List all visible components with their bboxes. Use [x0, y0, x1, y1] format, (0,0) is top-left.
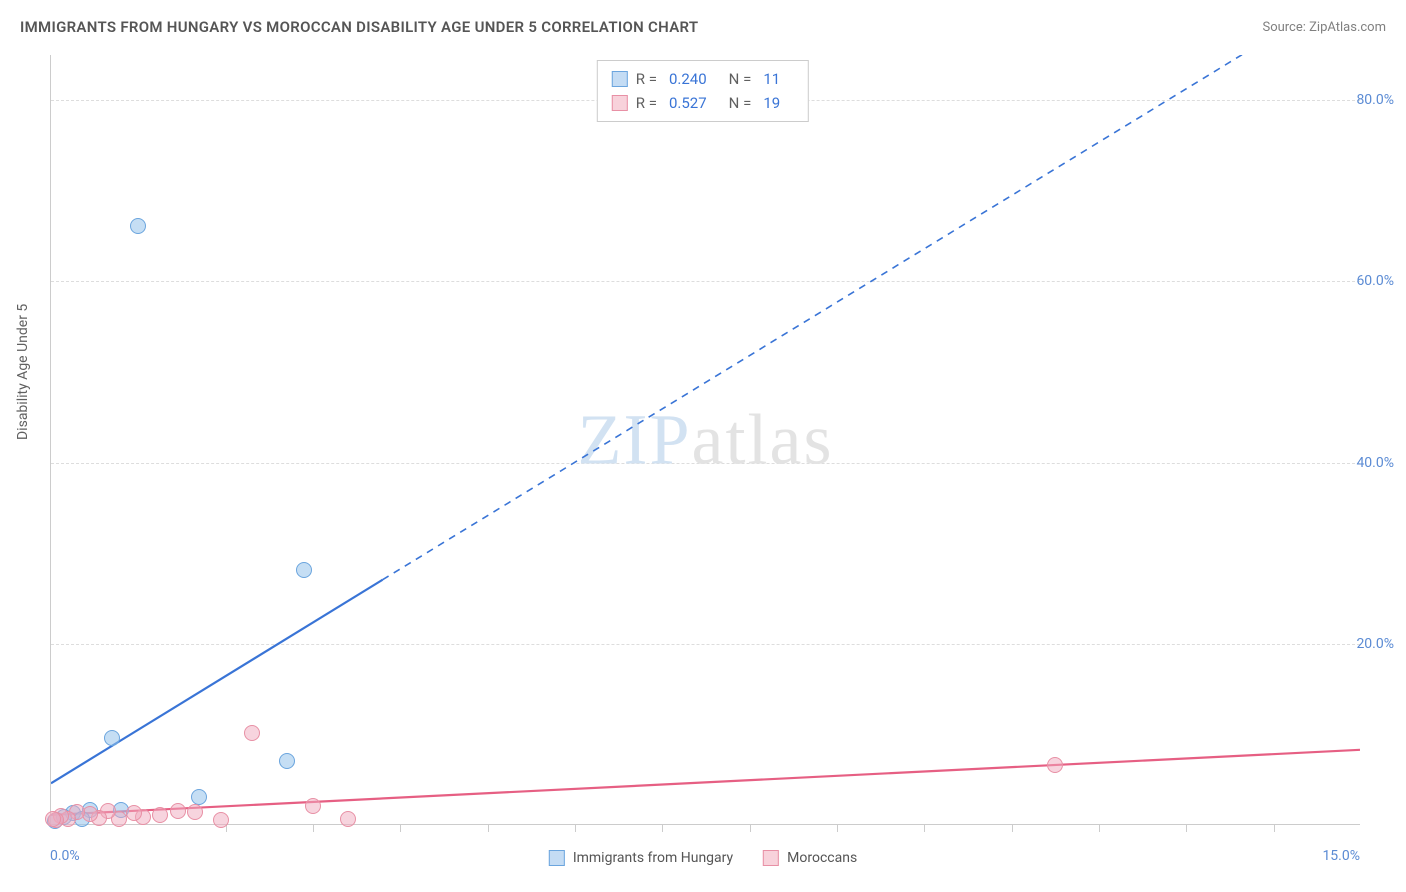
- legend-label: Moroccans: [787, 850, 857, 866]
- legend-swatch: [612, 71, 628, 87]
- n-label: N =: [729, 67, 752, 91]
- data-point: [213, 812, 229, 828]
- legend-swatch: [763, 850, 779, 866]
- r-value: 0.527: [669, 91, 707, 115]
- x-tick: [750, 824, 751, 832]
- data-point: [187, 804, 203, 820]
- n-value: 19: [763, 91, 780, 115]
- x-tick: [1099, 824, 1100, 832]
- r-label: R =: [636, 67, 657, 91]
- x-tick-15: 15.0%: [1322, 848, 1360, 864]
- data-point: [279, 753, 295, 769]
- x-tick: [924, 824, 925, 832]
- data-point: [244, 725, 260, 741]
- source-label: Source: ZipAtlas.com: [1262, 20, 1386, 35]
- legend-item: Immigrants from Hungary: [549, 850, 733, 866]
- y-tick-label: 20.0%: [1356, 636, 1394, 652]
- data-point: [340, 811, 356, 827]
- trend-line: [51, 580, 383, 784]
- data-point: [170, 803, 186, 819]
- x-tick: [1012, 824, 1013, 832]
- data-point: [104, 730, 120, 746]
- trend-line: [51, 750, 1360, 815]
- x-tick-0: 0.0%: [50, 848, 80, 864]
- r-value: 0.240: [669, 67, 707, 91]
- trend-line: [383, 55, 1360, 580]
- title-bar: IMMIGRANTS FROM HUNGARY VS MOROCCAN DISA…: [20, 18, 1386, 36]
- r-label: R =: [636, 91, 657, 115]
- legend-swatch: [549, 850, 565, 866]
- y-tick-label: 40.0%: [1356, 455, 1394, 471]
- series-legend: Immigrants from Hungary Moroccans: [549, 850, 857, 866]
- data-point: [152, 807, 168, 823]
- correlation-legend: R = 0.240 N = 11 R = 0.527 N = 19: [597, 60, 809, 122]
- legend-item: Moroccans: [763, 850, 857, 866]
- x-tick: [1186, 824, 1187, 832]
- x-tick: [662, 824, 663, 832]
- x-tick: [400, 824, 401, 832]
- data-point: [130, 218, 146, 234]
- data-point: [1047, 757, 1063, 773]
- x-tick: [313, 824, 314, 832]
- y-tick-label: 80.0%: [1356, 92, 1394, 108]
- n-value: 11: [763, 67, 780, 91]
- plot-area: ZIPatlas: [50, 55, 1360, 825]
- y-tick-label: 60.0%: [1356, 273, 1394, 289]
- data-point: [126, 805, 142, 821]
- x-tick: [837, 824, 838, 832]
- x-tick: [488, 824, 489, 832]
- data-point: [191, 789, 207, 805]
- y-axis-label: Disability Age Under 5: [15, 304, 31, 440]
- x-tick: [1274, 824, 1275, 832]
- data-point: [305, 798, 321, 814]
- legend-row: R = 0.527 N = 19: [612, 91, 794, 115]
- data-point: [296, 562, 312, 578]
- data-point: [45, 811, 61, 827]
- legend-label: Immigrants from Hungary: [573, 850, 733, 866]
- legend-row: R = 0.240 N = 11: [612, 67, 794, 91]
- chart-title: IMMIGRANTS FROM HUNGARY VS MOROCCAN DISA…: [20, 18, 698, 36]
- x-tick: [575, 824, 576, 832]
- legend-swatch: [612, 95, 628, 111]
- n-label: N =: [729, 91, 752, 115]
- chart-svg: [51, 55, 1360, 824]
